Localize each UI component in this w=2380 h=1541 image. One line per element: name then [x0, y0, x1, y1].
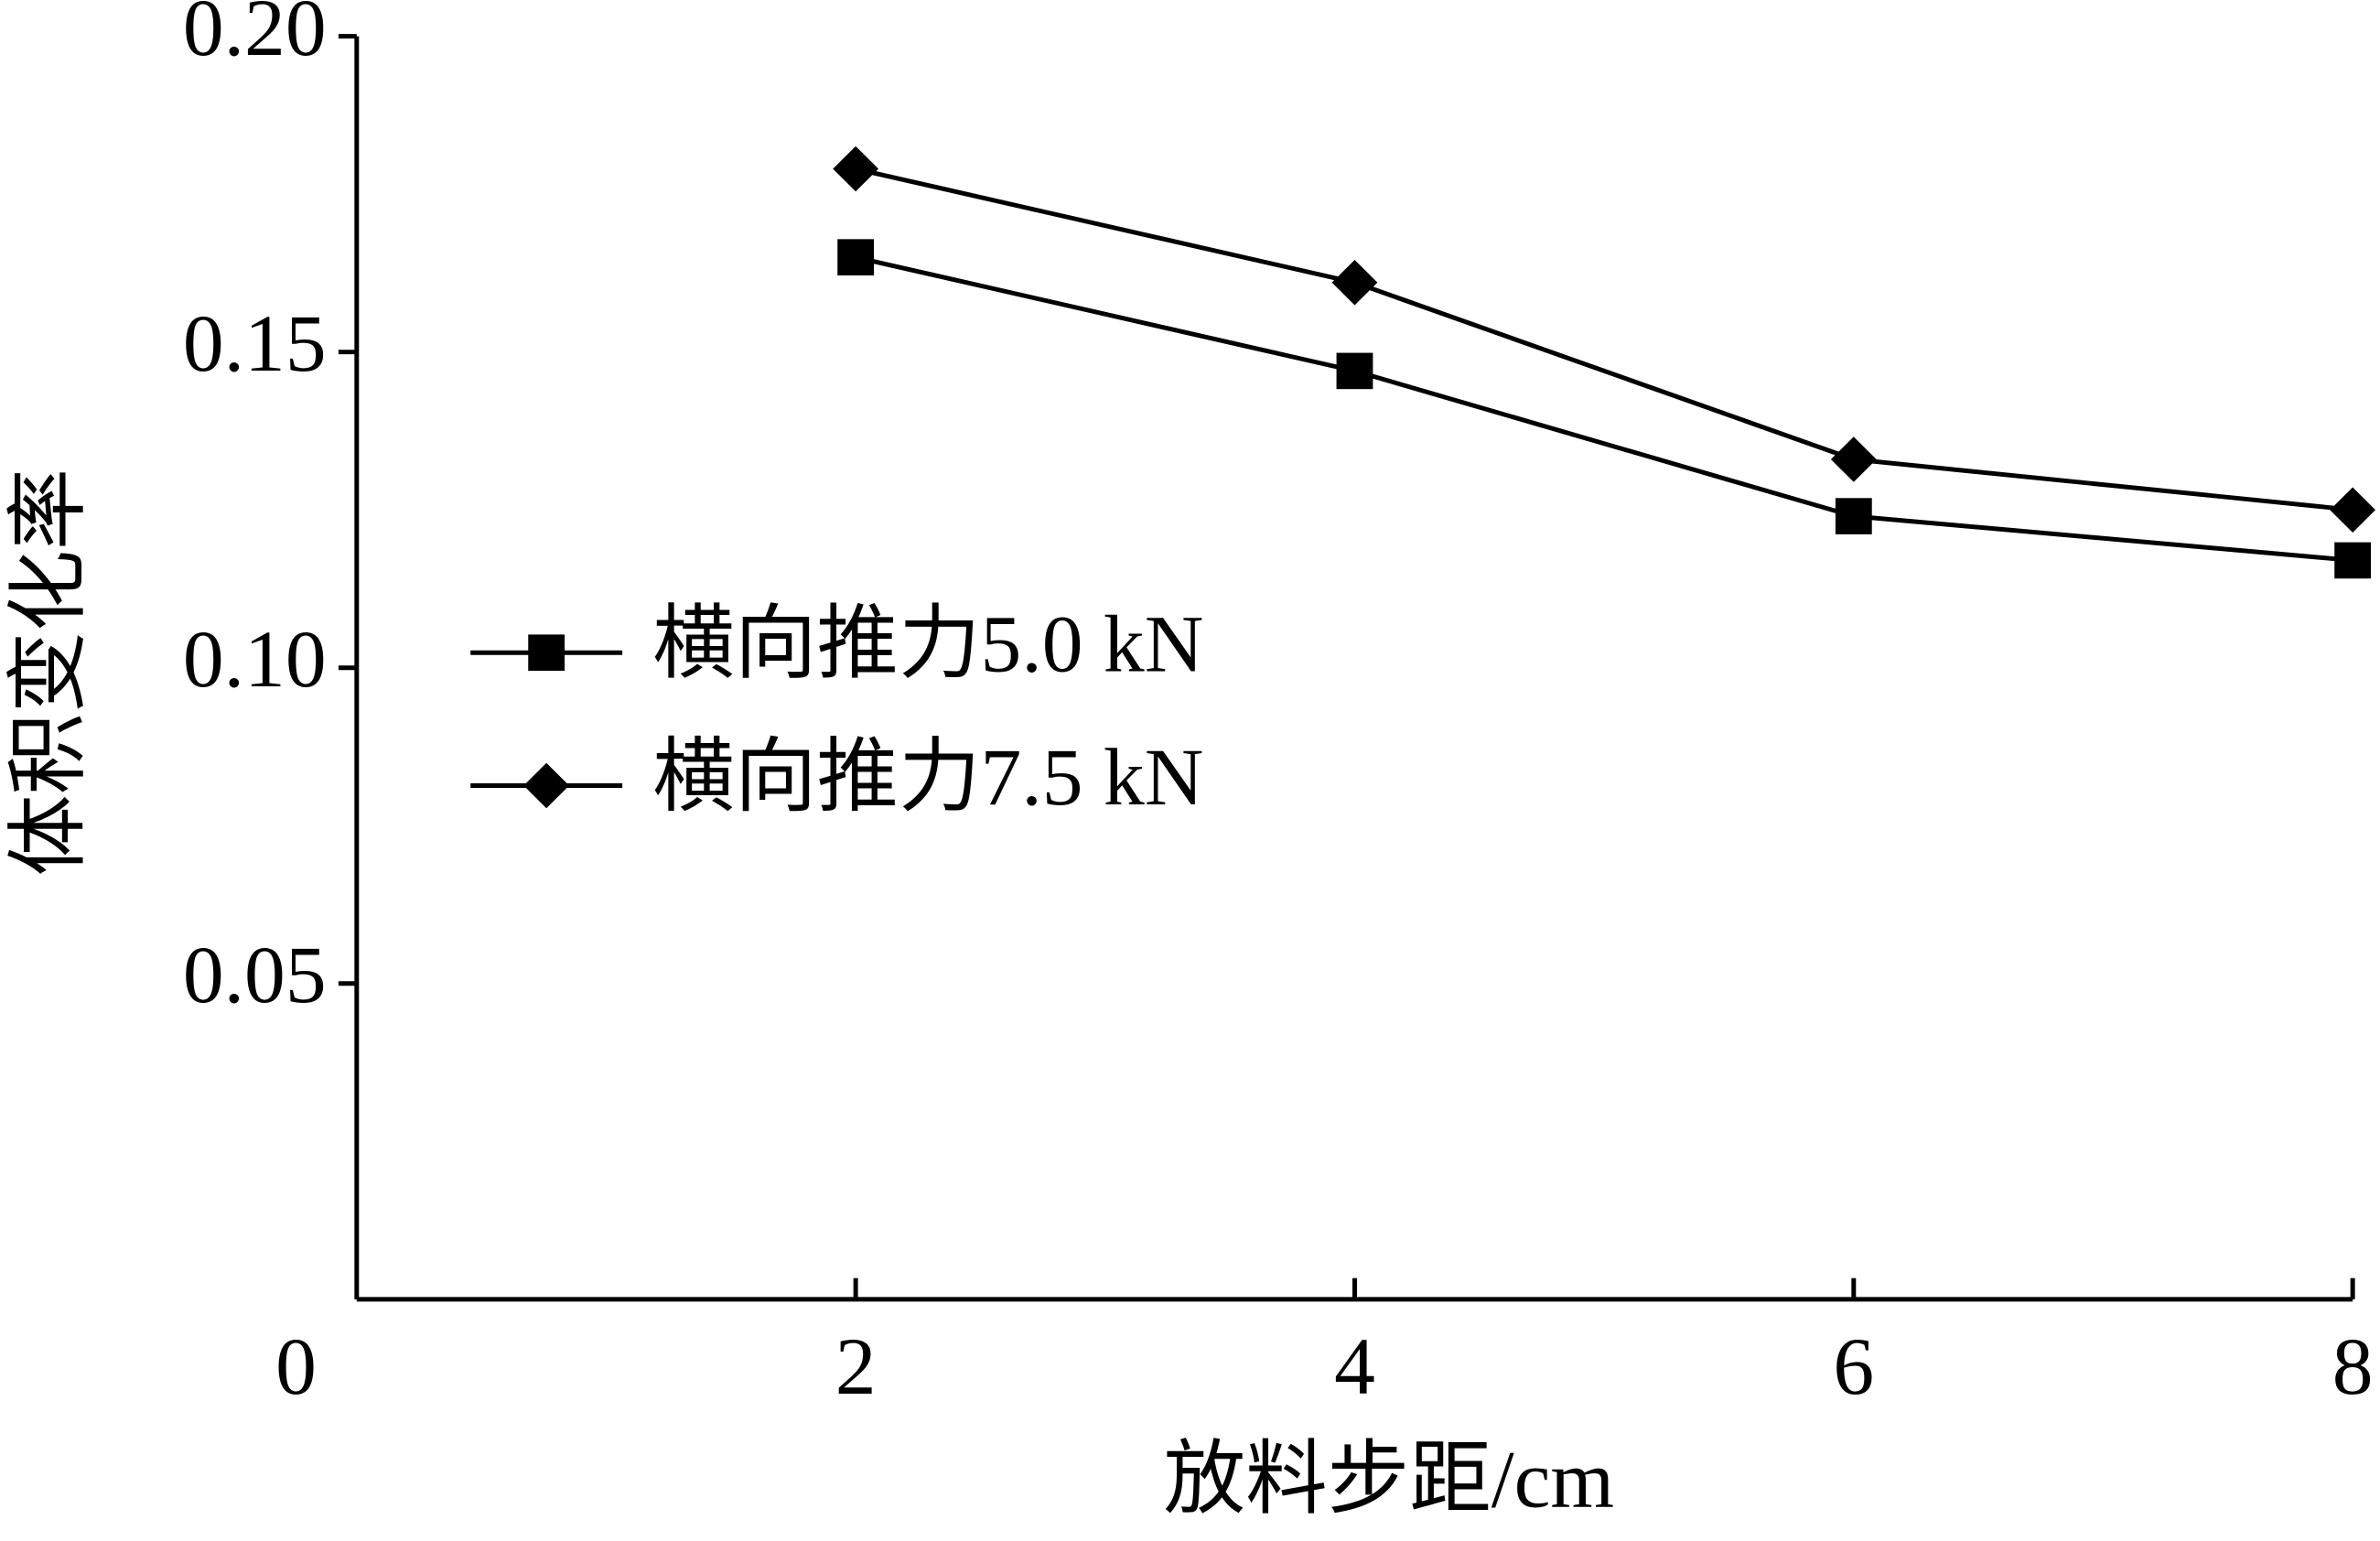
legend-marker: [528, 634, 565, 672]
x-tick-label: 6: [1833, 1321, 1874, 1412]
x-tick-label: 2: [835, 1321, 877, 1412]
data-point: [1830, 436, 1877, 482]
y-tick-label: 0.05: [183, 930, 327, 1020]
legend-label: 横向推力7.5 kN: [652, 732, 1203, 823]
data-point: [1835, 498, 1872, 534]
data-point: [833, 145, 879, 192]
y-axis-label: 体积变化率: [4, 469, 94, 877]
legend-marker: [523, 762, 570, 809]
y-tick-label: 0.10: [183, 614, 327, 705]
x-tick-label: 4: [1334, 1321, 1375, 1412]
data-point: [1331, 260, 1378, 306]
x-tick-label: 8: [2332, 1321, 2374, 1412]
y-tick-label: 0.15: [183, 298, 327, 389]
series-line: [855, 254, 2353, 563]
data-point: [1336, 352, 1373, 390]
data-point: [2330, 487, 2376, 533]
series-line: [855, 167, 2353, 512]
y-tick-label: 0.20: [183, 0, 327, 73]
x-tick-label: 0: [275, 1321, 317, 1412]
x-axis-label: 放料步距/cm: [1164, 1435, 1615, 1525]
data-point: [837, 239, 875, 275]
data-point: [2334, 542, 2372, 579]
legend-label: 横向推力5.0 kN: [652, 599, 1203, 690]
